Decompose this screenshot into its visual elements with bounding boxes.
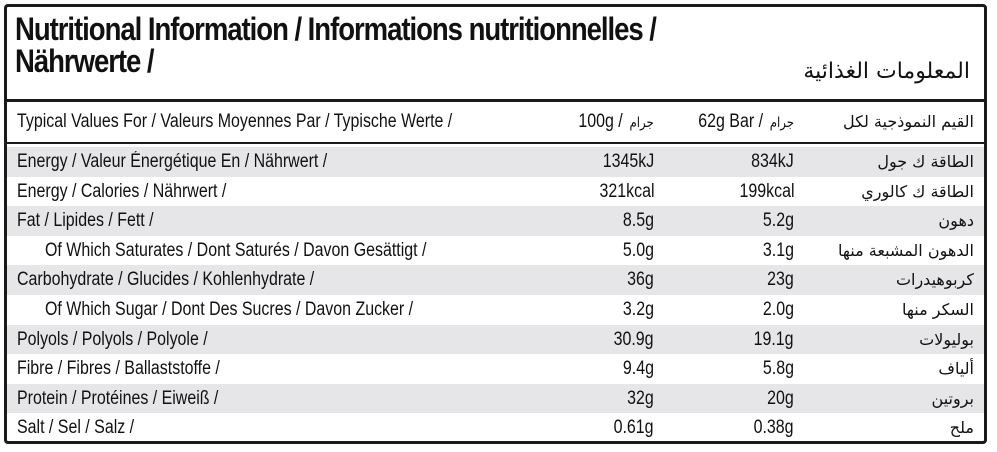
nutrient-label: Energy / Calories / Nährwert /: [17, 180, 227, 202]
table-row: Carbohydrate / Glucides / Kohlenhydrate …: [7, 265, 984, 295]
value-per-100g: 9.4g: [622, 358, 654, 380]
nutrient-label: Fat / Lipides / Fett /: [17, 210, 154, 232]
table-row: Of Which Sugar / Dont Des Sucres / Davon…: [7, 295, 984, 325]
nutrient-label: Fibre / Fibres / Ballaststoffe /: [17, 358, 220, 380]
header-per-bar-arabic: جرام: [769, 115, 794, 131]
value-per-100g: 1345kJ: [602, 151, 654, 172]
table-row: Of Which Saturates / Dont Saturés / Davo…: [7, 236, 984, 266]
table-row: Energy / Calories / Nährwert / 321kcal 199…: [7, 177, 984, 207]
title-arabic: المعلومات الغذائية: [803, 59, 970, 84]
value-per-bar: 5.2g: [762, 210, 794, 232]
nutrition-panel: Nutritional Information / Informations n…: [4, 4, 987, 444]
nutrient-label: Salt / Sel / Salz /: [17, 417, 135, 439]
table-header-row: Typical Values For / Valeurs Moyennes Pa…: [7, 105, 984, 139]
nutrient-arabic: السكر منها: [902, 299, 974, 319]
value-per-100g: 32g: [627, 387, 654, 409]
nutrient-label: Protein / Protéines / Eiweiß /: [17, 387, 219, 409]
nutrient-arabic: كربوهيدرات: [895, 270, 974, 290]
header-per-bar-text: 62g Bar /: [698, 111, 763, 132]
nutrient-label: Of Which Sugar / Dont Des Sucres / Davon…: [45, 298, 414, 320]
value-per-100g: 0.61g: [614, 417, 654, 439]
value-per-100g: 3.2g: [622, 298, 654, 320]
value-per-bar: 2.0g: [762, 298, 794, 320]
table-row: Polyols / Polyols / Polyole / 30.9g 19.1g ب…: [7, 324, 984, 355]
header-per-100g-text: 100g /: [578, 111, 623, 132]
header-per-bar: 62g Bar / جرام: [698, 105, 794, 140]
value-per-100g: 5.0g: [622, 239, 654, 261]
nutrient-arabic: ملح: [949, 418, 974, 438]
value-per-bar: 0.38g: [754, 417, 794, 439]
header-label: Typical Values For / Valeurs Moyennes Pa…: [17, 111, 453, 132]
value-per-bar: 20g: [767, 387, 794, 409]
title-line-2: Nährwerte /: [15, 43, 155, 79]
value-per-bar: 3.1g: [762, 239, 794, 261]
value-per-100g: 321kcal: [598, 180, 654, 202]
nutrient-label: Of Which Saturates / Dont Saturés / Davo…: [45, 239, 427, 261]
value-per-100g: 36g: [627, 269, 654, 291]
nutrient-arabic: دهون: [938, 211, 974, 231]
value-per-bar: 199kcal: [738, 180, 794, 202]
header-divider-top: [7, 99, 984, 102]
table-row: Fat / Lipides / Fett / 8.5g 5.2g دهون: [7, 206, 984, 236]
nutrient-arabic: ألياف: [938, 359, 974, 379]
nutrient-label: Polyols / Polyols / Polyole /: [17, 328, 208, 350]
header-divider-bottom: [7, 142, 984, 144]
value-per-bar: 19.1g: [754, 328, 794, 350]
nutrition-table-body: Energy / Valeur Énergétique En / Nährwer…: [7, 147, 984, 443]
header-per-100g-arabic: جرام: [629, 115, 654, 131]
value-per-bar: 23g: [767, 269, 794, 291]
table-row: Salt / Sel / Salz / 0.61g 0.38g ملح: [7, 413, 984, 443]
header-arabic: القيم النموذجية لكل: [843, 112, 974, 131]
nutrient-arabic: بوليولات: [919, 329, 974, 349]
header-per-100g: 100g / جرام: [579, 105, 654, 140]
table-row: Fibre / Fibres / Ballaststoffe / 9.4g 5.8g…: [7, 354, 984, 384]
nutrient-arabic: الدهون المشبعة منها: [838, 240, 974, 260]
nutrient-label: Carbohydrate / Glucides / Kohlenhydrate …: [17, 269, 315, 291]
page-title: Nutritional Information / Informations n…: [15, 13, 841, 77]
nutrient-arabic: الطاقة ك جول: [877, 152, 974, 171]
table-row: Protein / Protéines / Eiweiß / 32g 20g بروت…: [7, 383, 984, 414]
value-per-100g: 8.5g: [622, 210, 654, 232]
nutrient-arabic: الطاقة ك كالوري: [861, 181, 974, 201]
nutrient-label: Energy / Valeur Énergétique En / Nährwer…: [17, 151, 328, 172]
value-per-bar: 5.8g: [762, 358, 794, 380]
table-row: Energy / Valeur Énergétique En / Nährwer…: [7, 147, 984, 177]
nutrient-arabic: بروتين: [931, 388, 974, 408]
value-per-bar: 834kJ: [751, 151, 794, 172]
title-line-1: Nutritional Information / Informations n…: [15, 11, 657, 47]
value-per-100g: 30.9g: [614, 328, 654, 350]
